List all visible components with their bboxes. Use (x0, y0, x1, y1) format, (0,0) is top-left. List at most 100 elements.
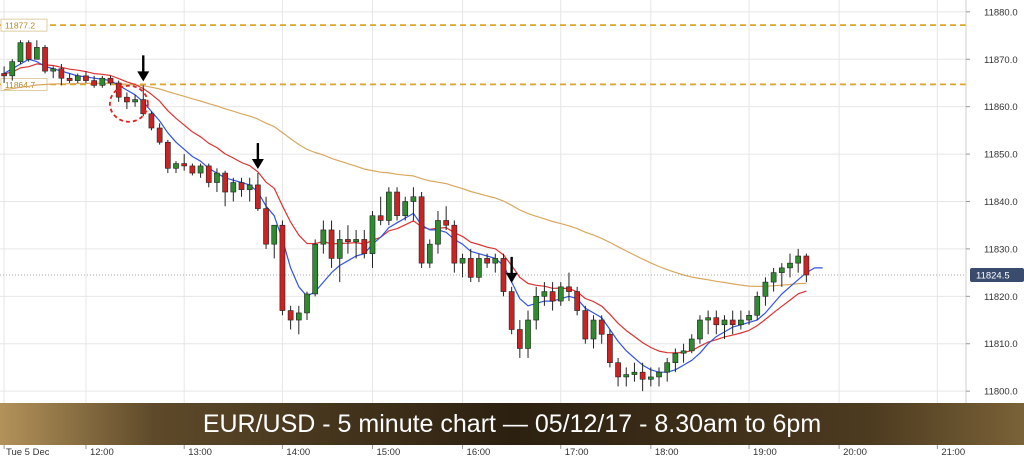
candle-body (214, 172, 220, 183)
candle (623, 367, 630, 387)
candle-body (197, 165, 204, 174)
candle-body (713, 317, 720, 326)
candle-body (304, 293, 310, 314)
candle (58, 64, 65, 86)
candle-body (598, 319, 605, 335)
candle (631, 362, 638, 382)
candle (255, 173, 261, 211)
candle-body (377, 215, 384, 221)
candle-body (42, 47, 48, 72)
candle-body (58, 68, 65, 79)
candle (263, 196, 269, 249)
candle (246, 177, 253, 202)
candle (173, 161, 179, 174)
candle-body (484, 258, 490, 264)
candle-body (124, 96, 130, 103)
candle (205, 163, 212, 188)
chart-title: EUR/USD - 5 minute chart — 05/12/17 - 8.… (203, 410, 821, 438)
candle (9, 59, 16, 81)
candle-body (762, 281, 769, 297)
candle-body (803, 255, 810, 276)
candle-body (402, 201, 409, 217)
ema-slow-line (3, 63, 807, 354)
y-axis: 11880.0 11870.0 11860.0 11850.0 11840.0 11830… (0, 0, 1024, 403)
candle-body (1, 73, 7, 77)
candle-body (132, 99, 138, 103)
x-tick-label: 18:00 (655, 447, 679, 457)
x-tick-label: 19:00 (753, 447, 777, 457)
candle-body (328, 229, 335, 259)
y-tick-label: 11870.0 (984, 55, 1018, 66)
candle-body (320, 229, 327, 245)
candle-body (230, 182, 237, 193)
candle-body (361, 239, 368, 254)
candle-body (607, 333, 613, 363)
x-tick-label: Tue 5 Dec (6, 447, 50, 457)
candle-body (345, 239, 351, 243)
candle (107, 75, 114, 86)
candle (369, 210, 376, 268)
candle-body (615, 362, 621, 378)
candle (361, 229, 368, 259)
candle-body (476, 258, 482, 278)
candle-body (557, 286, 564, 302)
level-lines: 11877.2 11864.7 (0, 18, 966, 91)
candle-body (246, 184, 253, 190)
candle (304, 291, 310, 321)
candle (279, 220, 286, 316)
x-axis-background (0, 445, 1024, 457)
candles (1, 40, 810, 392)
candle (345, 225, 351, 254)
candle (426, 239, 433, 268)
candle (91, 75, 97, 88)
candle-body (295, 312, 302, 321)
candle (639, 362, 646, 392)
candle (590, 315, 597, 349)
candle-body (639, 371, 646, 380)
candle-body (664, 362, 671, 373)
candle-body (549, 291, 556, 302)
annotations (108, 55, 518, 283)
candle (222, 170, 228, 207)
candle (476, 253, 482, 283)
candle-body (34, 47, 40, 60)
candle-body (631, 371, 638, 375)
candle-body (435, 220, 441, 245)
x-tick-label: 16:00 (467, 447, 491, 457)
candle (778, 263, 785, 287)
candle-body (697, 319, 703, 340)
candle (697, 315, 703, 344)
candle-body (451, 224, 458, 264)
candle (1, 66, 7, 83)
candle (17, 40, 24, 65)
grid-lines (0, 0, 966, 403)
candle (214, 168, 220, 193)
candle-body (238, 182, 245, 190)
candle (713, 310, 720, 335)
candle-body (156, 127, 163, 143)
candle (124, 92, 130, 110)
candle-body (263, 208, 269, 245)
candle (607, 329, 613, 368)
candle-body (590, 319, 597, 340)
candle (467, 248, 474, 283)
y-tick-label: 11830.0 (984, 244, 1018, 255)
candle (410, 187, 417, 221)
candle (320, 220, 327, 254)
candle-body (656, 371, 662, 378)
candle (377, 196, 384, 226)
candle (795, 248, 802, 273)
candle-body (386, 191, 392, 221)
candle-body (287, 310, 294, 321)
candle (803, 253, 810, 283)
candle (770, 267, 777, 292)
candle (115, 80, 122, 102)
candle-body (721, 319, 728, 326)
y-tick-label: 11850.0 (984, 150, 1018, 161)
candle-body (647, 376, 654, 380)
candle-body (50, 68, 57, 72)
candle (336, 229, 343, 283)
candle (451, 220, 458, 273)
candle (287, 305, 294, 330)
candle-body (680, 350, 687, 354)
